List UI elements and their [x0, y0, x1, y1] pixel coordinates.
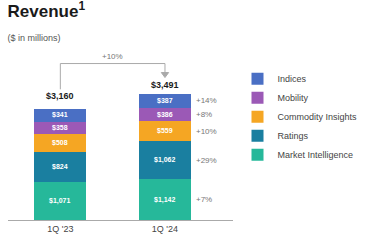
svg-text:$3,160: $3,160	[46, 91, 74, 101]
svg-text:$1,062: $1,062	[154, 156, 176, 164]
svg-text:$358: $358	[52, 124, 68, 132]
svg-text:$824: $824	[52, 163, 68, 171]
svg-text:Commodity Insights: Commodity Insights	[278, 112, 358, 122]
svg-text:+10%: +10%	[102, 52, 123, 61]
svg-text:($ in millions): ($ in millions)	[8, 33, 61, 43]
svg-text:$1,142: $1,142	[154, 196, 176, 204]
svg-text:Mobility: Mobility	[278, 93, 309, 103]
svg-text:1Q '24: 1Q '24	[152, 224, 178, 234]
svg-text:Revenue​1​: Revenue​1​	[8, 0, 86, 21]
svg-text:$3,491: $3,491	[151, 80, 179, 90]
svg-text:+14%: +14%	[196, 96, 217, 105]
svg-text:$341: $341	[52, 111, 68, 119]
svg-text:$508: $508	[52, 139, 68, 147]
svg-text:$559: $559	[157, 127, 173, 135]
svg-text:$1,071: $1,071	[49, 197, 71, 205]
svg-text:$386: $386	[157, 111, 173, 119]
svg-text:Ratings: Ratings	[278, 131, 309, 141]
svg-text:$387: $387	[157, 97, 173, 105]
svg-text:Market Intelligence: Market Intelligence	[278, 150, 354, 160]
svg-text:+8%: +8%	[196, 110, 212, 119]
svg-text:1Q '23: 1Q '23	[47, 224, 73, 234]
svg-text:Indices: Indices	[278, 74, 307, 84]
svg-text:+7%: +7%	[196, 195, 212, 204]
svg-text:+10%: +10%	[196, 127, 217, 136]
svg-text:+29%: +29%	[196, 156, 217, 165]
